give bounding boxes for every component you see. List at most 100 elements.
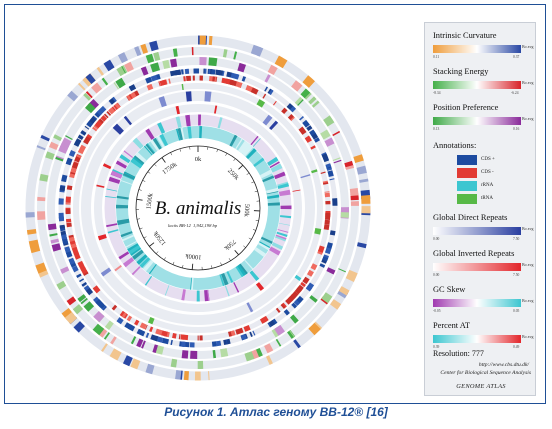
curvature-ring-segment [308, 322, 321, 336]
cds-plus-ring-segment [84, 125, 90, 130]
cds-minus-ring-segment [275, 307, 281, 313]
cds-minus-ring-segment [306, 269, 314, 277]
cds-plus-ring-segment [235, 73, 240, 80]
stacking-energy-ring-segment [323, 115, 335, 127]
percent-at-ring-segment [156, 135, 165, 148]
cds-plus-ring-segment [58, 198, 64, 205]
curvature-ring-segment [199, 35, 207, 45]
curvature-ring-segment [28, 239, 39, 247]
position-preference-ring-segment [85, 102, 96, 114]
cds-minus-ring-segment [96, 120, 103, 127]
cds-plus-ring-segment [68, 257, 76, 265]
curvature-ring-segment [29, 244, 41, 254]
position-preference-ring-segment [55, 156, 64, 162]
inverted-repeats-ring-segment [102, 163, 112, 170]
inverted-repeats-ring-segment [175, 105, 180, 115]
legend-gc-skew-bar [433, 299, 521, 307]
position-preference-ring-segment [333, 159, 342, 164]
cds-minus-ring-segment [262, 93, 267, 99]
curvature-ring-segment [96, 66, 104, 76]
cds-plus-ring-segment [150, 334, 159, 342]
gc-skew-ring-segment [224, 285, 230, 297]
percent-at-ring-segment [254, 247, 267, 257]
curvature-ring-segment [361, 195, 371, 204]
stacking-energy-ring-segment [256, 348, 263, 357]
percent-at-ring-segment [145, 143, 155, 155]
gc-skew-ring-segment [280, 215, 292, 219]
cds-minus-ring-segment [272, 100, 277, 106]
direct-repeats-ring-segment [246, 302, 254, 313]
curvature-ring-segment [183, 370, 189, 381]
scale-tick [255, 219, 259, 222]
stacking-energy-ring-segment [116, 65, 128, 77]
gc-skew-ring-segment [106, 223, 118, 228]
stacking-energy-ring-segment [291, 80, 303, 92]
cds-plus-ring-segment [327, 170, 334, 177]
percent-at-ring-segment [135, 152, 147, 164]
stacking-energy-ring-segment [101, 77, 109, 86]
cds-minus-ring-segment [144, 324, 148, 330]
percent-at-ring-segment [130, 158, 143, 169]
percent-at-ring-segment [262, 175, 275, 183]
legend-curvature-title: Intrinsic Curvature [433, 31, 497, 40]
position-preference-ring-segment [162, 59, 171, 70]
curvature-ring-segment [101, 343, 108, 352]
position-preference-ring-segment [309, 295, 318, 303]
scale-tick [155, 251, 159, 254]
percent-at-ring-segment [260, 236, 273, 244]
percent-at-ring-segment [219, 274, 225, 287]
legend-position-bar [433, 117, 521, 125]
annotation-label-trna: tRNA [481, 196, 493, 201]
cds-minus-ring-segment [230, 330, 236, 337]
cds-minus-ring-segment [106, 111, 112, 116]
stacking-energy-ring-segment [264, 343, 274, 354]
position-preference-ring-segment [77, 294, 87, 303]
cds-minus-ring-segment [158, 81, 161, 87]
percent-at-ring-segment [245, 148, 257, 160]
percent-at-ring-segment [259, 241, 271, 249]
percent-at-ring-segment [116, 218, 130, 226]
position-preference-ring-segment [93, 310, 105, 323]
percent-at-ring-segment [143, 145, 153, 156]
percent-at-ring-segment [187, 126, 192, 139]
stacking-energy-ring-segment [304, 92, 312, 100]
cds-minus-ring-segment [76, 154, 82, 159]
cds-plus-ring-segment [128, 84, 137, 92]
scale-tick [182, 265, 184, 269]
stacking-energy-ring-segment [45, 151, 55, 160]
position-preference-ring-segment [199, 57, 207, 66]
stacking-energy-ring-segment [103, 332, 110, 340]
legend-curvature-min: 0.11 [433, 55, 440, 59]
stacking-energy-ring-segment [267, 64, 278, 76]
cds-plus-ring-segment [99, 303, 107, 311]
cds-plus-ring-segment [136, 328, 146, 337]
legend-inverted-repeats-unit: Bo avg [522, 262, 534, 267]
stacking-energy-ring-segment [289, 330, 295, 338]
legend-gc-skew-min: -0.05 [433, 309, 441, 313]
cds-plus-ring-segment [240, 333, 247, 341]
rna-ring-segment [294, 274, 302, 281]
cds-minus-ring-segment [228, 331, 232, 337]
position-preference-ring-segment [65, 135, 73, 141]
position-preference-ring-segment [140, 66, 149, 76]
curvature-ring-segment [35, 262, 47, 274]
cds-minus-ring-segment [288, 294, 296, 301]
cds-plus-ring-segment [169, 70, 178, 77]
cds-minus-ring-segment [65, 208, 71, 215]
percent-at-ring-segment [242, 144, 254, 157]
cds-minus-ring-segment [180, 334, 189, 341]
stacking-energy-ring-segment [121, 66, 126, 74]
direct-repeats-ring-segment [262, 114, 273, 126]
percent-at-ring-segment [241, 144, 252, 155]
curvature-ring-segment [208, 371, 210, 381]
curvature-ring-segment [274, 55, 288, 69]
position-preference-ring-segment [340, 212, 349, 218]
cds-minus-ring-segment [294, 286, 303, 295]
rna-ring-segment [311, 169, 318, 174]
direct-repeats-ring-segment [112, 123, 124, 135]
position-preference-ring-segment [212, 349, 217, 359]
cds-plus-ring-segment [302, 119, 310, 128]
cds-minus-ring-segment [318, 245, 325, 253]
cds-plus-ring-segment [73, 138, 82, 147]
cds-plus-ring-segment [264, 86, 268, 92]
